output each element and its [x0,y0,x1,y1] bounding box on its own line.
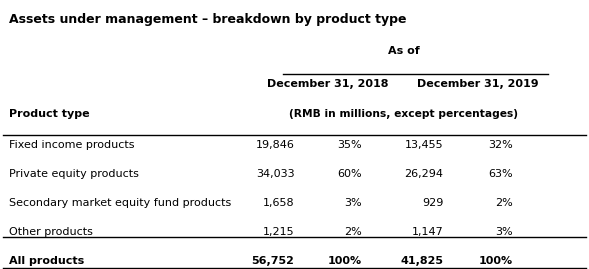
Text: All products: All products [9,256,84,266]
Text: 34,033: 34,033 [256,169,294,179]
Text: 2%: 2% [495,198,513,208]
Text: Secondary market equity fund products: Secondary market equity fund products [9,198,231,208]
Text: Assets under management – breakdown by product type: Assets under management – breakdown by p… [9,13,406,26]
Text: Product type: Product type [9,109,90,119]
Text: 1,215: 1,215 [263,227,294,237]
Text: Other products: Other products [9,227,92,237]
Text: As of: As of [388,46,420,56]
Text: 13,455: 13,455 [405,140,444,150]
Text: 3%: 3% [496,227,513,237]
Text: December 31, 2018: December 31, 2018 [267,79,389,89]
Text: 26,294: 26,294 [404,169,444,179]
Text: 41,825: 41,825 [401,256,444,266]
Text: 2%: 2% [344,227,362,237]
Text: 929: 929 [422,198,444,208]
Text: 35%: 35% [337,140,362,150]
Text: 3%: 3% [344,198,362,208]
Text: 100%: 100% [479,256,513,266]
Text: 63%: 63% [489,169,513,179]
Text: December 31, 2019: December 31, 2019 [418,79,539,89]
Text: Private equity products: Private equity products [9,169,138,179]
Text: 1,658: 1,658 [263,198,294,208]
Text: (RMB in millions, except percentages): (RMB in millions, except percentages) [289,109,518,119]
Text: 32%: 32% [488,140,513,150]
Text: 19,846: 19,846 [256,140,294,150]
Text: 1,147: 1,147 [412,227,444,237]
Text: Fixed income products: Fixed income products [9,140,134,150]
Text: 60%: 60% [337,169,362,179]
Text: 56,752: 56,752 [252,256,294,266]
Text: 100%: 100% [327,256,362,266]
